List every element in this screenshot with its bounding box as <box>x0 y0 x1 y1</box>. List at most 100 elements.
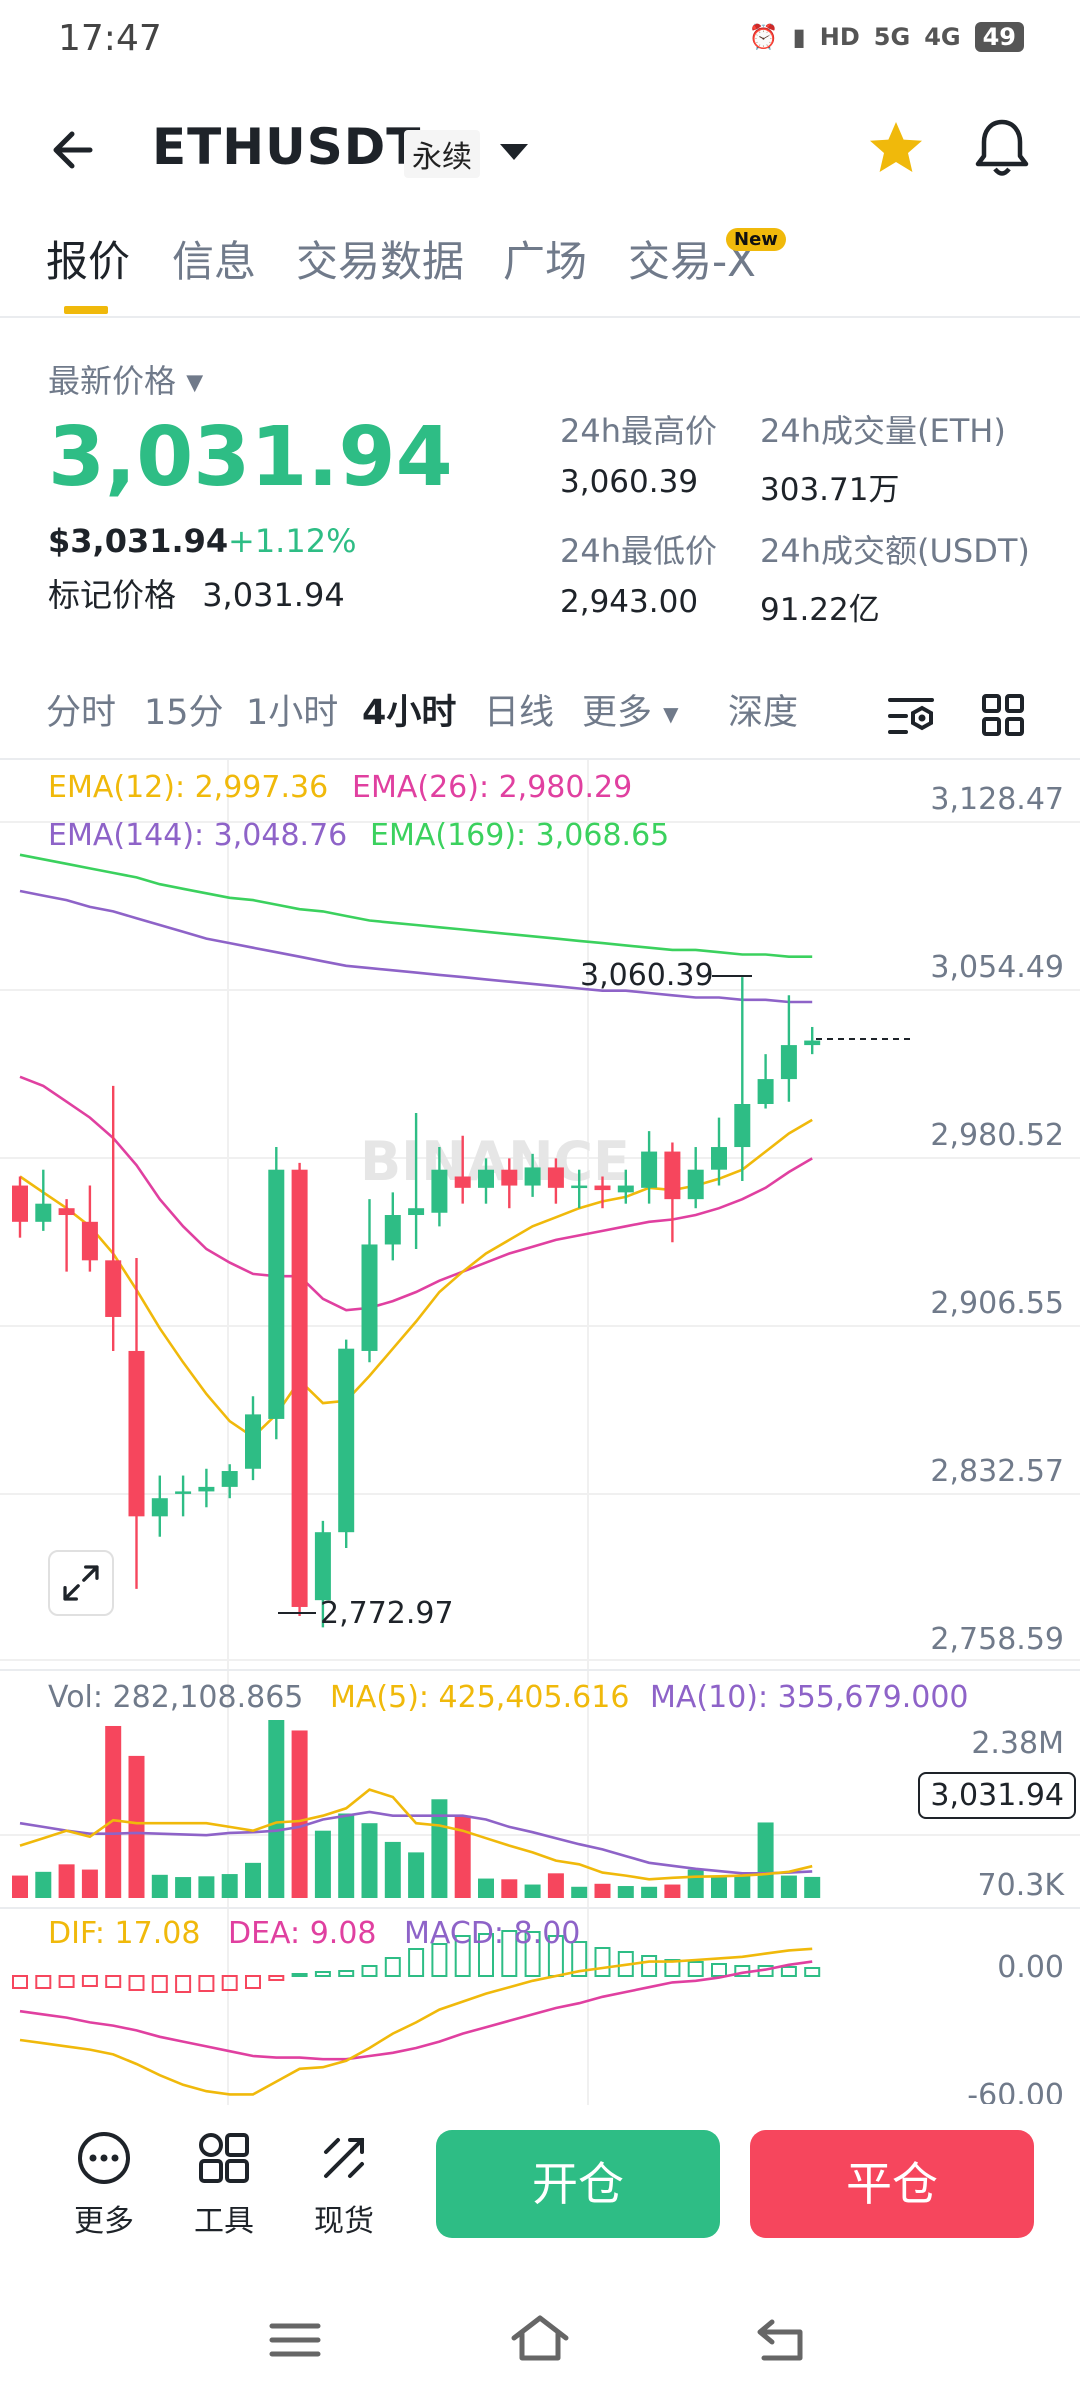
mark-price-label: 标记价格 <box>48 576 177 614</box>
close-position-button[interactable]: 平仓 <box>750 2130 1034 2238</box>
candle-body <box>571 1185 588 1189</box>
macd-legend: MACD: 8.00 <box>404 1916 581 1951</box>
interval-depth[interactable]: 深度 <box>728 693 799 733</box>
interval-1d[interactable]: 日线 <box>484 693 555 733</box>
interval-more-label: 更多 <box>582 693 653 733</box>
chart-grid <box>0 760 1080 2105</box>
candle-body <box>664 1151 681 1200</box>
macd-hist-bar <box>175 1975 192 1993</box>
tab-quote[interactable]: 报价 <box>46 237 131 286</box>
macd-hist-bar <box>58 1975 75 1988</box>
volume-bar <box>408 1852 425 1898</box>
volume-bar <box>617 1886 634 1898</box>
caret-down-icon: ▼ <box>663 702 679 726</box>
stat-24h-turnover-label: 24h成交额(USDT) <box>760 532 1030 570</box>
spot-button[interactable]: 现货 <box>294 2128 394 2240</box>
favorite-star-icon[interactable] <box>866 118 926 178</box>
volume-bar <box>594 1883 611 1898</box>
open-position-button[interactable]: 开仓 <box>436 2130 720 2238</box>
vibrate-icon: ▮ <box>792 23 806 51</box>
interval-4h[interactable]: 4小时 <box>362 693 457 733</box>
volume-bar <box>198 1876 215 1898</box>
interval-more[interactable]: 更多 ▼ <box>582 684 679 735</box>
stat-24h-high-label: 24h最高价 <box>560 412 718 450</box>
volume-bar <box>431 1799 448 1898</box>
ema144-line <box>19 889 813 1004</box>
volume-bar <box>245 1862 261 1898</box>
network-4g: 4G <box>924 23 961 51</box>
price-tick: 2,758.59 <box>930 1622 1064 1657</box>
symbol-title[interactable]: ETHUSDT <box>152 118 422 176</box>
volume-bar <box>128 1755 145 1898</box>
stat-24h-volume-value: 303.71万 <box>760 472 900 508</box>
candle-body <box>35 1203 52 1222</box>
stat-24h-low-label: 24h最低价 <box>560 532 718 570</box>
back-arrow-icon[interactable] <box>48 122 104 178</box>
more-dots-icon <box>78 2132 130 2184</box>
macd-hist-bar <box>478 1933 494 1977</box>
bottom-action-bar: 更多 工具 现货 开仓 平仓 <box>0 2110 1080 2280</box>
stat-24h-low-value: 2,943.00 <box>560 584 699 620</box>
home-icon[interactable] <box>508 2312 572 2364</box>
volume-bar <box>757 1822 774 1898</box>
tab-trading-data[interactable]: 交易数据 <box>296 237 465 286</box>
mark-price-value: 3,031.94 <box>202 576 345 614</box>
volume-bar <box>734 1875 751 1898</box>
volume-bar <box>35 1871 52 1898</box>
interval-15m[interactable]: 15分 <box>144 693 224 733</box>
volume-ma10-legend: MA(10): 355,679.000 <box>650 1680 969 1715</box>
fullscreen-expand-icon[interactable] <box>48 1550 114 1616</box>
indicator-settings-icon[interactable] <box>886 692 936 740</box>
candle-body <box>454 1176 471 1188</box>
volume-bar <box>12 1875 28 1898</box>
recent-apps-icon[interactable] <box>268 2320 322 2360</box>
volume-bar <box>524 1884 541 1898</box>
macd-hist-bar <box>198 1975 215 1992</box>
more-button[interactable]: 更多 <box>54 2128 154 2240</box>
macd-hist-bar <box>35 1975 52 1989</box>
candle-body <box>105 1260 122 1317</box>
volume-ma5-legend: MA(5): 425,405.616 <box>330 1680 630 1715</box>
active-tab-indicator <box>64 306 108 314</box>
volume-bar <box>641 1886 658 1898</box>
macd-hist-bar <box>12 1975 28 1989</box>
candle-body <box>128 1350 145 1517</box>
alarm-icon: ⏰ <box>748 23 779 51</box>
back-nav-icon[interactable] <box>752 2316 808 2364</box>
bell-icon[interactable] <box>972 116 1032 180</box>
price-tick: 3,054.49 <box>930 950 1064 985</box>
macd-tick: 0.00 <box>997 1950 1064 1985</box>
system-nav-bar <box>0 2280 1080 2400</box>
tab-square[interactable]: 广场 <box>503 237 588 286</box>
candle-body <box>338 1348 355 1533</box>
volume-bar <box>338 1813 355 1898</box>
low-price-marker: 2,772.97 <box>320 1596 454 1631</box>
spot-button-label: 现货 <box>314 2204 374 2239</box>
new-badge: New <box>726 228 786 251</box>
kline-chart-svg[interactable]: BINANCE <box>0 760 1080 2105</box>
interval-1h[interactable]: 1小时 <box>246 693 339 733</box>
volume-bar <box>151 1874 168 1898</box>
contract-type-badge: 永续 <box>404 130 480 178</box>
macd-histogram <box>12 1930 821 1993</box>
ema26-line <box>19 1075 813 1312</box>
macd-hist-bar <box>151 1975 168 1993</box>
kline-chart-area[interactable]: BINANCE EMA(12): 2,997.36 EMA(26): 2,980… <box>0 760 1080 2105</box>
interval-timeline[interactable]: 分时 <box>46 693 117 733</box>
tab-info[interactable]: 信息 <box>172 237 257 286</box>
volume-bar <box>314 1830 331 1898</box>
ema169-legend: EMA(169): 3,068.65 <box>370 818 670 853</box>
candle-body <box>384 1215 401 1245</box>
volume-bar <box>81 1869 98 1898</box>
macd-hist-bar <box>571 1941 588 1977</box>
candle-body <box>594 1185 611 1191</box>
symbol-dropdown-icon[interactable] <box>500 144 528 160</box>
latest-price-label[interactable]: 最新价格 ▼ <box>48 356 203 402</box>
volume-bar <box>175 1877 192 1898</box>
tools-button[interactable]: 工具 <box>174 2128 274 2240</box>
candle-body <box>617 1185 634 1193</box>
volume-legend: Vol: 282,108.865 <box>48 1680 304 1715</box>
top-tabs: 报价 信息 交易数据 广场 交易-X New <box>0 228 1080 318</box>
layout-grid-icon[interactable] <box>980 692 1026 738</box>
volume-bar <box>804 1876 821 1898</box>
